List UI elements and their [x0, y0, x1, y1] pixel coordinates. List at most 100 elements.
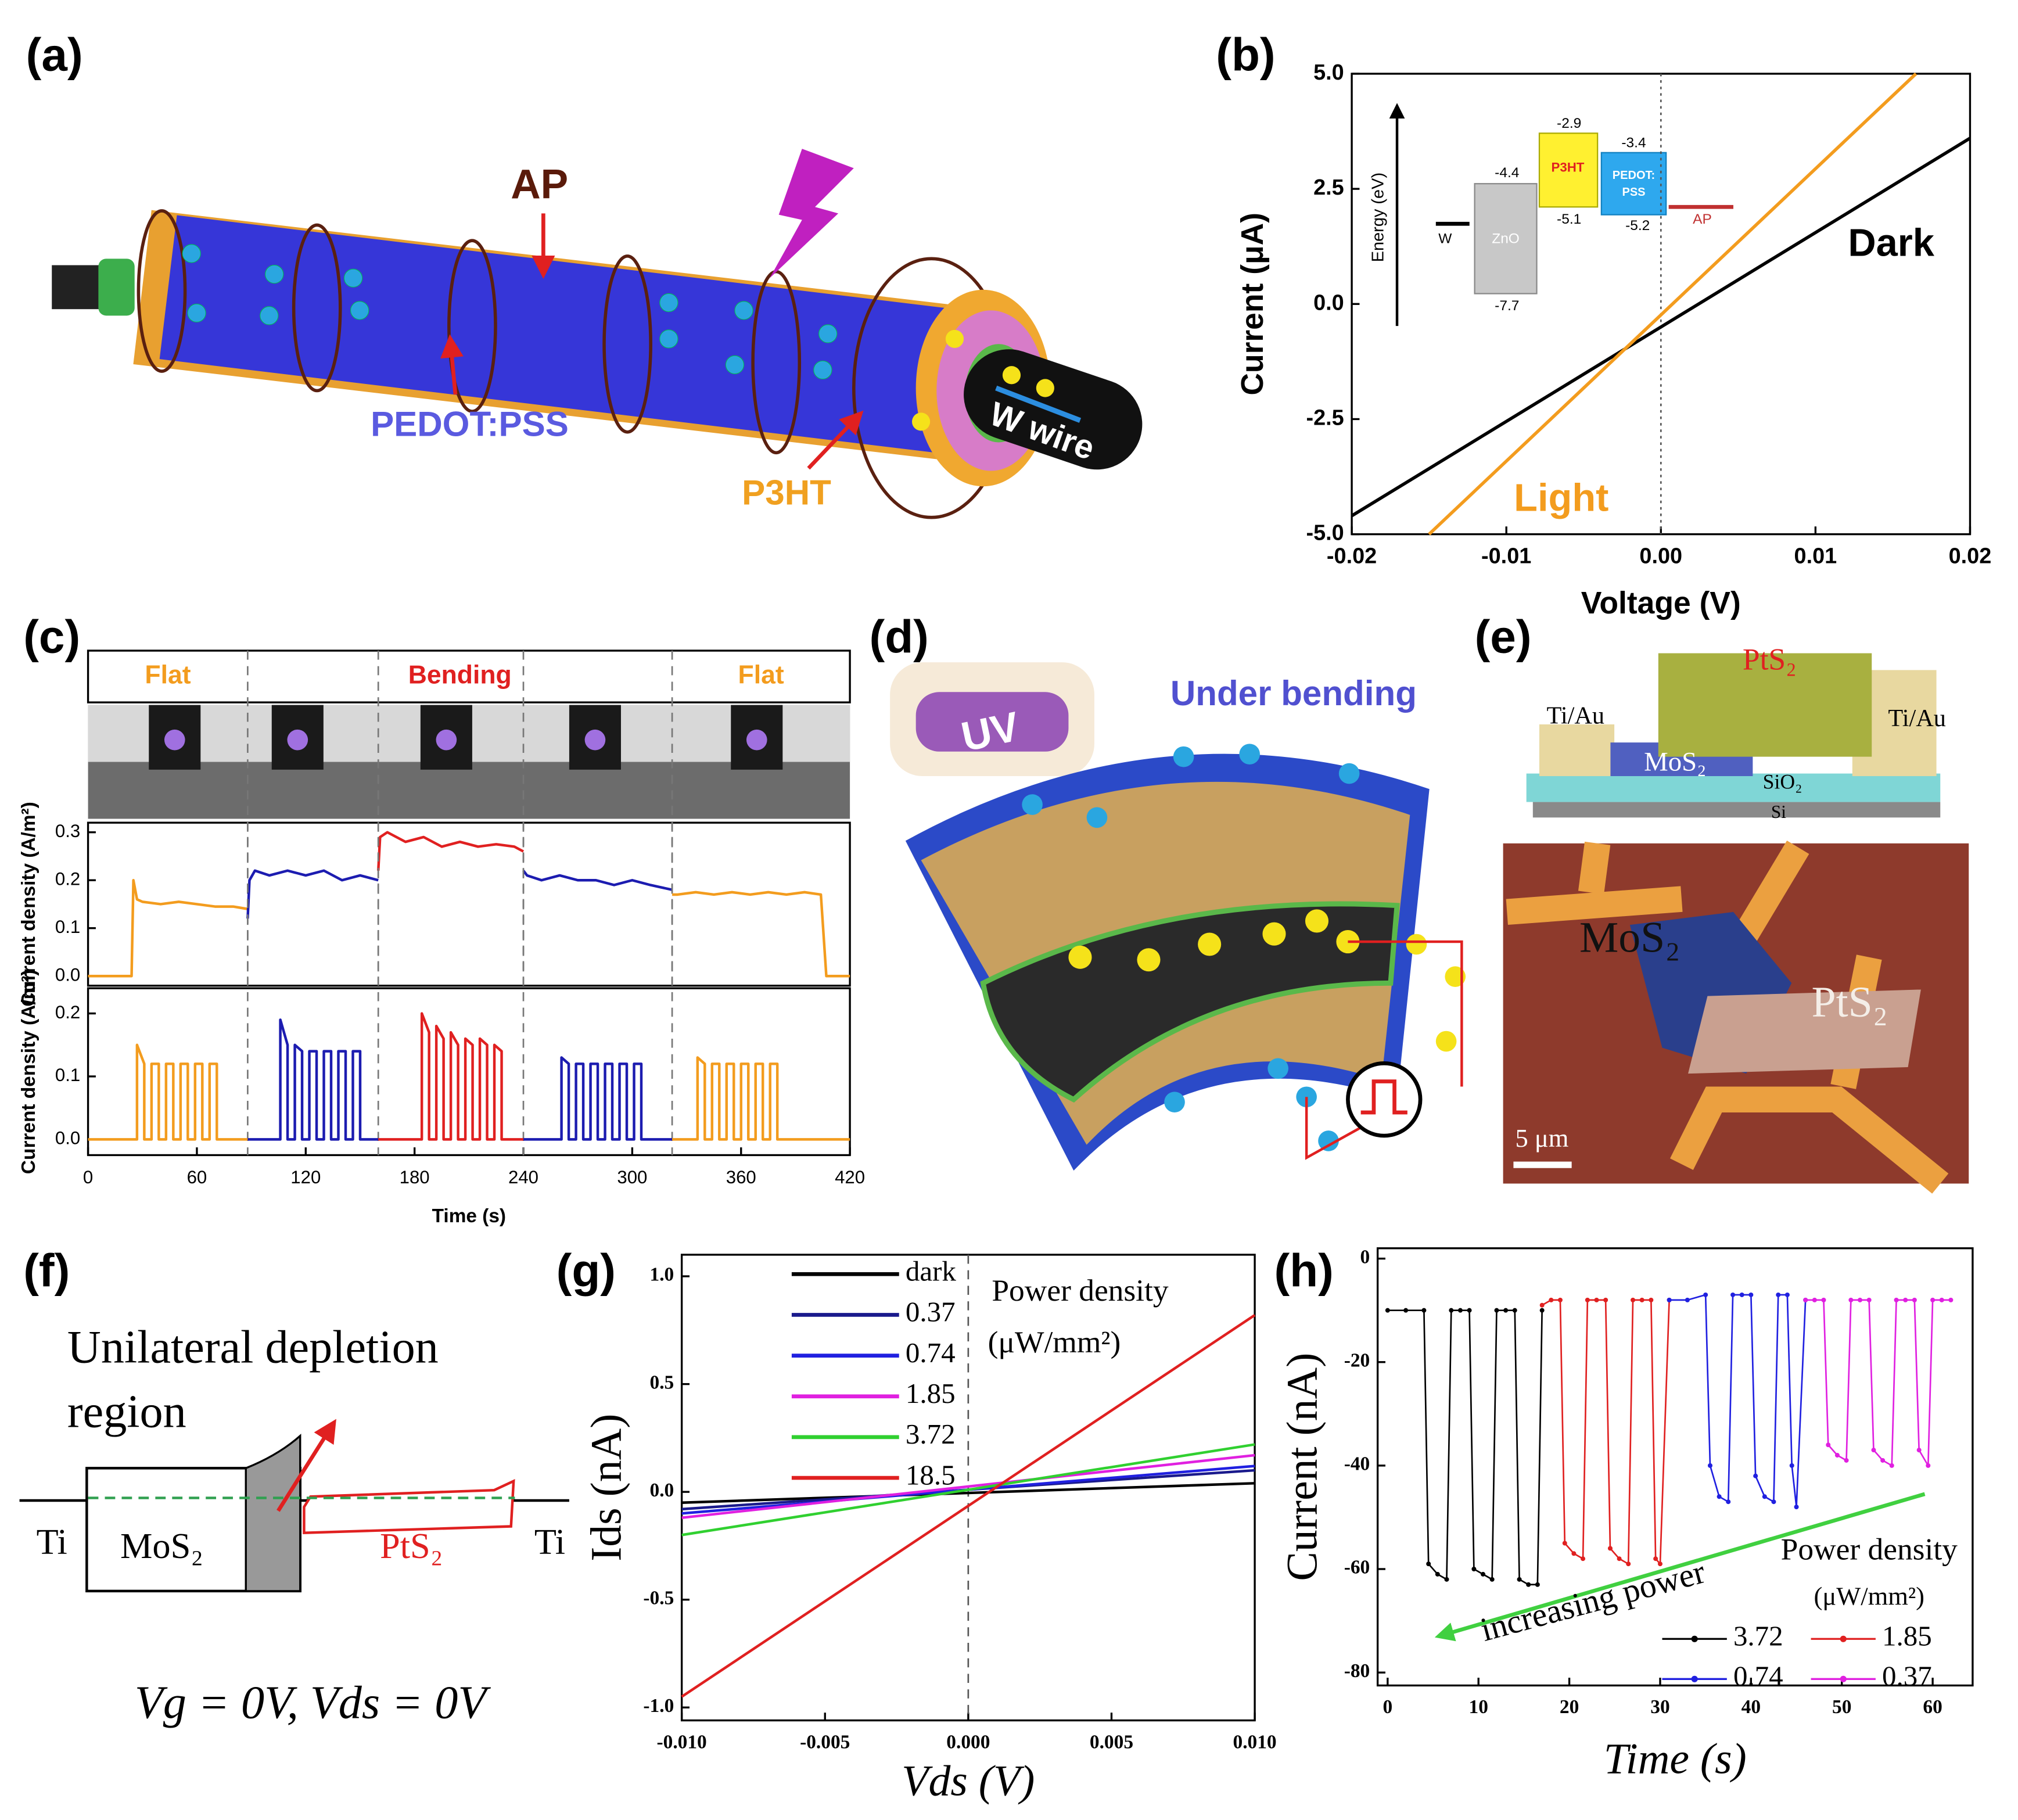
legend-marker [1840, 1635, 1847, 1642]
y-tick-label: 5.0 [1313, 60, 1344, 85]
level-label: -4.4 [1495, 165, 1519, 181]
data-point [1948, 1297, 1954, 1302]
data-point [1539, 1302, 1545, 1308]
data-point [1707, 1463, 1712, 1468]
data-line [681, 1453, 1255, 1519]
x-tick-label: 0.00 [1639, 544, 1682, 569]
data-point [1776, 1292, 1781, 1297]
data-point [1926, 1463, 1931, 1468]
y-tick-label: -20 [1344, 1349, 1370, 1371]
x-tick-label: 420 [835, 1167, 865, 1187]
segment-header [87, 649, 851, 703]
holes [1022, 744, 1360, 1151]
panel-label: (a) [26, 28, 83, 80]
data-line [1669, 1294, 1807, 1508]
x-tick-label: 0.01 [1794, 544, 1837, 569]
data-point [1503, 1308, 1509, 1313]
data-point [1581, 1556, 1586, 1561]
electrons [911, 329, 1054, 431]
level-label: -7.7 [1495, 298, 1519, 314]
data-point [1726, 1499, 1731, 1505]
pts2-flake [1688, 989, 1921, 1074]
data-line [1541, 1299, 1670, 1565]
chart: 0 -20 -40 -60 -80 0 10 20 30 40 50 60 Time (s) Curren… [1279, 1246, 1974, 1783]
meter [1346, 1061, 1423, 1138]
legend-marker [1840, 1675, 1847, 1682]
y-tick-label: 0.3 [55, 821, 80, 841]
data-point [1535, 1582, 1540, 1587]
data-point [1435, 1571, 1440, 1577]
label: PtS₂ [1812, 978, 1888, 1026]
depletion [245, 1433, 301, 1592]
y-tick-label: 0.0 [1313, 290, 1344, 315]
data-line [1805, 1299, 1951, 1467]
trend-arrow [1434, 1492, 1926, 1642]
data-point [1649, 1297, 1654, 1302]
chart: 0.0 0.1 0.2 0.3 Flat Bending Flat Current densi… [18, 649, 851, 1007]
data-point [1557, 1297, 1563, 1302]
pts2 [1658, 653, 1872, 757]
data-point [1834, 1453, 1840, 1458]
x-tick-label: 0.010 [1233, 1731, 1277, 1753]
data-point [1857, 1297, 1863, 1302]
segment-label: Flat [145, 660, 191, 689]
level-label: -3.4 [1621, 135, 1646, 151]
data-point [1667, 1297, 1672, 1302]
label: ZnO [1492, 231, 1520, 246]
label: AP [511, 161, 568, 208]
data-point [1803, 1297, 1808, 1302]
data-point [1489, 1577, 1495, 1582]
segment-label: Bending [408, 660, 512, 689]
x-tick-label: 240 [508, 1167, 538, 1187]
x-tick-label: 0 [83, 1167, 93, 1187]
legend-marker [1691, 1635, 1698, 1642]
annotation: Power density [1781, 1531, 1958, 1566]
data-point [1444, 1577, 1449, 1582]
wire-end [52, 265, 101, 310]
plot-frame [87, 821, 851, 987]
data-point [1848, 1297, 1854, 1302]
y-tick-label: 0.2 [55, 1002, 80, 1022]
label: SiO₂ [1763, 770, 1802, 794]
data-point [1494, 1308, 1499, 1313]
data-point [1930, 1297, 1936, 1302]
arrow [440, 334, 464, 395]
y-tick-label: 0.5 [650, 1372, 674, 1393]
band [1600, 152, 1667, 216]
x-tick-label: -0.02 [1327, 544, 1377, 569]
y-axis-label: Ids (nA) [583, 1414, 631, 1561]
holes [182, 244, 838, 379]
data-point [1771, 1499, 1776, 1505]
x-tick-label: 120 [290, 1167, 321, 1187]
data-point [1826, 1442, 1831, 1448]
data-point [1812, 1297, 1817, 1302]
light-bolt [770, 149, 854, 278]
legend-label: 1.85 [1882, 1620, 1932, 1652]
data-point [1730, 1292, 1736, 1297]
x-tick-label: 40 [1741, 1696, 1761, 1718]
panel-label: (h) [1274, 1244, 1333, 1296]
data-line [1387, 1309, 1543, 1586]
legend-label: dark [906, 1255, 957, 1287]
data-point [1449, 1308, 1454, 1313]
data-point [1789, 1463, 1794, 1468]
x-axis-label: Vds (V) [902, 1757, 1035, 1805]
label: P3HT [742, 473, 831, 512]
title: region [67, 1387, 186, 1438]
annotation: Power density [992, 1273, 1169, 1308]
data-point [1594, 1297, 1599, 1302]
pedot-layer [159, 215, 992, 458]
title: Unilateral depletion [67, 1322, 439, 1373]
label: Ti [37, 1522, 67, 1562]
legend-marker [1691, 1675, 1698, 1682]
x-tick-label: 60 [1923, 1696, 1942, 1718]
si [1532, 802, 1941, 818]
chart: -1.0 -0.5 0.0 0.5 1.0 -0.010 -0.005 0.000 0.005 0… [583, 1254, 1277, 1805]
electrode [1539, 724, 1615, 777]
data-point [1512, 1308, 1517, 1313]
data-point [1794, 1505, 1799, 1510]
pts2-band [303, 1479, 515, 1534]
x-tick-label: -0.01 [1481, 544, 1531, 569]
x-tick-label: 0 [1383, 1696, 1392, 1718]
